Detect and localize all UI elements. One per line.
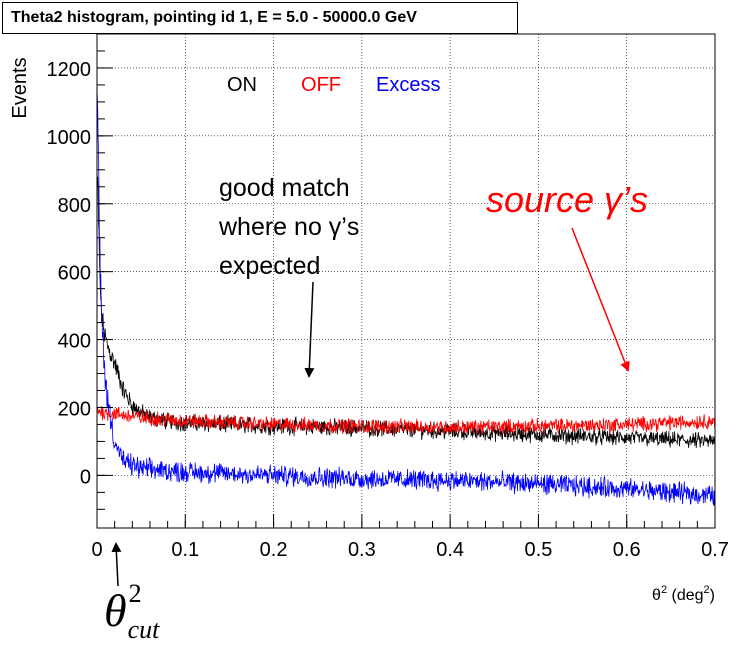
source-arrow — [571, 227, 630, 372]
legend-excess: Excess — [376, 74, 440, 96]
chart-title: Theta2 histogram, pointing id 1, E = 5.0… — [2, 2, 518, 34]
x-tick-label: 0.5 — [525, 539, 553, 561]
y-tick-label: 400 — [58, 331, 91, 353]
x-tick-label: 0.7 — [701, 539, 729, 561]
x-axis-label: θ2 (deg2) — [652, 584, 715, 604]
y-axis-label: Events — [9, 57, 31, 118]
cut-arrow — [111, 542, 122, 587]
series-excess-line — [96, 93, 716, 506]
y-tick-label: 600 — [58, 263, 91, 285]
annotation-match-line-3: expected — [219, 252, 320, 280]
legend-off: OFF — [301, 74, 341, 96]
annotation-source-gammas: source γ’s — [486, 179, 648, 220]
ticks: 0 0.1 0.2 0.3 0.4 0.5 0.6 0.7 0 200 400 600 800 1000 1… — [47, 33, 729, 561]
y-tick-label: 1000 — [47, 127, 92, 149]
annotation-match-line-2: where no γ’s — [218, 213, 359, 241]
cut-label: θ2 cut — [104, 579, 160, 644]
series-group — [96, 93, 716, 506]
y-tick-label: 0 — [80, 466, 91, 488]
x-tick-label: 0.3 — [348, 539, 376, 561]
grid — [96, 34, 716, 528]
series-off-line — [96, 406, 716, 436]
match-arrow — [304, 281, 315, 378]
annotation-match-line-1: good match — [219, 174, 350, 202]
x-tick-label: 0 — [91, 539, 102, 561]
y-tick-label: 1200 — [47, 59, 92, 81]
x-tick-label: 0.1 — [171, 539, 199, 561]
legend-on: ON — [227, 74, 257, 96]
x-tick-label: 0.2 — [260, 539, 288, 561]
x-tick-label: 0.4 — [436, 539, 464, 561]
x-tick-label: 0.6 — [613, 539, 641, 561]
y-tick-label: 800 — [58, 195, 91, 217]
plot-frame — [96, 33, 716, 529]
y-tick-label: 200 — [58, 398, 91, 420]
